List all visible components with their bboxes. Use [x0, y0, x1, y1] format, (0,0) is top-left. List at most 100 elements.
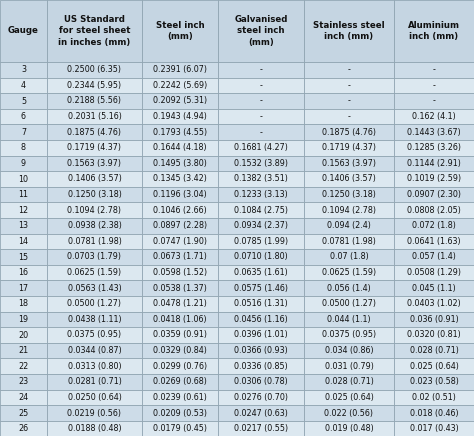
Bar: [218, 249, 304, 265]
Text: 18: 18: [18, 299, 28, 308]
Text: 0.0456 (1.16): 0.0456 (1.16): [234, 315, 288, 324]
Text: Aluminium
inch (mm): Aluminium inch (mm): [408, 21, 460, 41]
Text: 0.1406 (3.57): 0.1406 (3.57): [68, 174, 121, 184]
Bar: [394, 312, 474, 327]
Bar: [142, 390, 218, 405]
Text: 0.0635 (1.61): 0.0635 (1.61): [234, 268, 288, 277]
Bar: [394, 202, 474, 218]
Bar: [394, 93, 474, 109]
Bar: [304, 312, 394, 327]
Bar: [0, 156, 47, 171]
Text: 0.0320 (0.81): 0.0320 (0.81): [407, 330, 461, 340]
Bar: [47, 405, 142, 421]
Text: 0.056 (1.4): 0.056 (1.4): [327, 284, 371, 293]
Text: 3: 3: [21, 65, 26, 74]
Text: 0.0179 (0.45): 0.0179 (0.45): [153, 424, 207, 433]
Bar: [304, 327, 394, 343]
Bar: [394, 109, 474, 124]
Text: 0.0516 (1.31): 0.0516 (1.31): [234, 299, 288, 308]
Text: 0.1250 (3.18): 0.1250 (3.18): [68, 190, 121, 199]
Bar: [218, 218, 304, 234]
Bar: [218, 390, 304, 405]
Bar: [142, 374, 218, 390]
Bar: [0, 171, 47, 187]
Bar: [47, 327, 142, 343]
Text: 0.1250 (3.18): 0.1250 (3.18): [322, 190, 376, 199]
Bar: [142, 249, 218, 265]
Text: 0.2242 (5.69): 0.2242 (5.69): [153, 81, 207, 90]
Text: Steel inch
(mm): Steel inch (mm): [155, 21, 204, 41]
Text: -: -: [260, 112, 263, 121]
Bar: [394, 171, 474, 187]
Bar: [218, 156, 304, 171]
Bar: [394, 78, 474, 93]
Text: 9: 9: [21, 159, 26, 168]
Text: 0.0239 (0.61): 0.0239 (0.61): [153, 393, 207, 402]
Text: 15: 15: [18, 252, 28, 262]
Text: 0.0747 (1.90): 0.0747 (1.90): [153, 237, 207, 246]
Bar: [304, 93, 394, 109]
Bar: [394, 405, 474, 421]
Text: 0.1495 (3.80): 0.1495 (3.80): [153, 159, 207, 168]
Text: 0.2500 (6.35): 0.2500 (6.35): [67, 65, 121, 74]
Bar: [0, 327, 47, 343]
Bar: [394, 156, 474, 171]
Bar: [0, 374, 47, 390]
Bar: [142, 265, 218, 280]
Text: 0.1644 (4.18): 0.1644 (4.18): [153, 143, 207, 152]
Bar: [394, 296, 474, 312]
Text: 12: 12: [18, 206, 28, 215]
Bar: [218, 280, 304, 296]
Bar: [394, 124, 474, 140]
Text: 0.1046 (2.66): 0.1046 (2.66): [153, 206, 207, 215]
Bar: [394, 374, 474, 390]
Text: 0.0276 (0.70): 0.0276 (0.70): [234, 393, 288, 402]
Bar: [0, 358, 47, 374]
Text: 0.2391 (6.07): 0.2391 (6.07): [153, 65, 207, 74]
Bar: [47, 296, 142, 312]
Bar: [142, 234, 218, 249]
Text: -: -: [260, 81, 263, 90]
Bar: [0, 218, 47, 234]
Text: -: -: [260, 65, 263, 74]
Text: 0.0217 (0.55): 0.0217 (0.55): [234, 424, 288, 433]
Bar: [0, 312, 47, 327]
Bar: [218, 171, 304, 187]
Text: 0.2092 (5.31): 0.2092 (5.31): [153, 96, 207, 106]
Bar: [394, 234, 474, 249]
Bar: [142, 0, 218, 62]
Bar: [142, 218, 218, 234]
Bar: [47, 218, 142, 234]
Bar: [304, 405, 394, 421]
Text: 0.0808 (2.05): 0.0808 (2.05): [407, 206, 461, 215]
Text: 0.0375 (0.95): 0.0375 (0.95): [322, 330, 376, 340]
Text: 5: 5: [21, 96, 26, 106]
Bar: [218, 109, 304, 124]
Text: 0.0281 (0.71): 0.0281 (0.71): [68, 377, 121, 386]
Bar: [47, 78, 142, 93]
Bar: [218, 405, 304, 421]
Bar: [142, 312, 218, 327]
Bar: [304, 124, 394, 140]
Text: 0.0366 (0.93): 0.0366 (0.93): [234, 346, 288, 355]
Text: -: -: [433, 65, 436, 74]
Text: 0.0703 (1.79): 0.0703 (1.79): [67, 252, 121, 262]
Text: 0.0478 (1.21): 0.0478 (1.21): [153, 299, 207, 308]
Text: 0.0625 (1.59): 0.0625 (1.59): [67, 268, 121, 277]
Bar: [0, 421, 47, 436]
Text: 25: 25: [18, 409, 28, 418]
Bar: [304, 343, 394, 358]
Bar: [47, 202, 142, 218]
Bar: [218, 343, 304, 358]
Text: 0.0313 (0.80): 0.0313 (0.80): [68, 362, 121, 371]
Bar: [218, 265, 304, 280]
Text: 0.0418 (1.06): 0.0418 (1.06): [153, 315, 207, 324]
Bar: [304, 280, 394, 296]
Bar: [304, 156, 394, 171]
Bar: [218, 0, 304, 62]
Bar: [218, 312, 304, 327]
Bar: [0, 202, 47, 218]
Bar: [142, 343, 218, 358]
Text: 0.07 (1.8): 0.07 (1.8): [329, 252, 368, 262]
Text: 0.019 (0.48): 0.019 (0.48): [325, 424, 374, 433]
